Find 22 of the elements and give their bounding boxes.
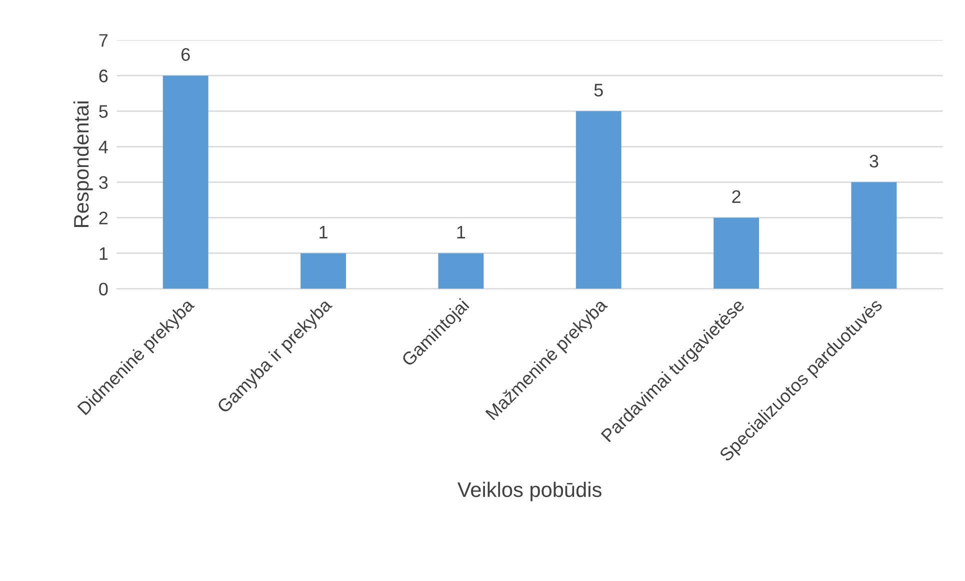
x-axis-title: Veiklos pobūdis <box>457 482 602 502</box>
bar <box>300 253 346 289</box>
data-label: 2 <box>732 190 740 203</box>
bar <box>714 218 760 289</box>
y-tick-label: 6 <box>99 70 108 82</box>
y-axis-title: Respondentai <box>73 102 93 227</box>
y-tick-label: 5 <box>99 105 108 118</box>
y-tick-label: 2 <box>99 212 108 224</box>
data-label: 3 <box>870 154 878 168</box>
y-tick-label: 3 <box>99 176 108 189</box>
y-tick-label: 4 <box>98 140 108 154</box>
data-label: 1 <box>320 226 328 238</box>
data-label: 1 <box>457 226 466 238</box>
y-tick-label: 1 <box>100 247 108 260</box>
data-label: 6 <box>182 48 190 61</box>
y-tick-label: 0 <box>99 282 108 296</box>
data-label: 5 <box>594 84 603 96</box>
bar <box>162 76 208 289</box>
bar <box>851 182 897 289</box>
y-tick-label: 7 <box>99 34 108 47</box>
bar <box>576 111 622 289</box>
bar <box>438 253 484 289</box>
